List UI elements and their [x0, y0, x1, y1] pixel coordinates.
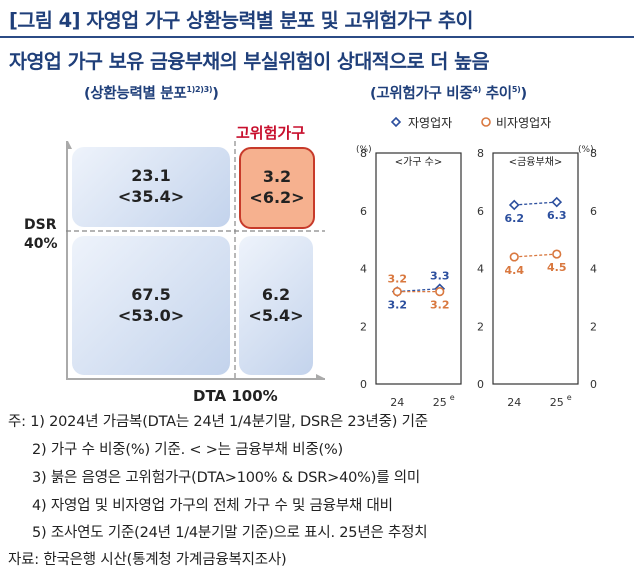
note-5: 5) 조사연도 기준(24년 1/4분기말 기준)으로 표시. 25년은 추정치: [32, 525, 428, 541]
panel1-title: <가구 수>: [395, 156, 443, 168]
point-nonself-households: [392, 287, 402, 297]
x-tick-label-debt: 25: [550, 396, 564, 408]
cell-sub-value: <53.0>: [117, 305, 185, 325]
quadrant-axes: [66, 141, 325, 380]
y-tick-label-right: 6: [590, 205, 597, 218]
y-tick-label-left: 0: [360, 378, 367, 391]
panel2-frame: [492, 152, 579, 385]
data-label-households: 3.2: [430, 299, 450, 312]
data-label-households: 3.3: [430, 270, 450, 283]
cell-value: 67.5: [131, 284, 171, 304]
cell-value: 6.2: [261, 284, 291, 304]
chart-marks: 3.2 3.3 3.2 3.2 6.2 6.3 4.4 4.5: [388, 196, 567, 312]
data-label-debt: 4.4: [505, 264, 525, 277]
cell-high-risk: 3.2 <6.2>: [239, 147, 315, 229]
figure-subtitle: 자영업 가구 보유 금융부채의 부실위험이 상대적으로 더 높음: [9, 50, 490, 73]
panel2-title: <금융부채>: [509, 156, 563, 168]
point-nonself-debt: [509, 252, 519, 262]
note-2: 2) 가구 수 비중(%) 기준. < >는 금융부채 비중(%): [32, 442, 344, 458]
note-1: 주: 1) 2024년 가금복(DTA는 24년 1/4분기말, DSR은 23…: [8, 414, 428, 430]
y-tick-label-right: 0: [590, 378, 597, 391]
high-risk-label: 고위험가구: [236, 124, 306, 142]
y-axis-arrow: [66, 141, 72, 149]
left-panel-title-sup: 1)2)3): [186, 85, 213, 95]
y-tick-label-middle: 8: [477, 147, 484, 160]
x-tick-label-households: 24: [390, 396, 404, 408]
unit-label-right: (%): [578, 145, 594, 155]
x-tick-sup: e: [567, 393, 572, 402]
legend-label-nonself: 비자영업자: [496, 116, 551, 130]
cell-low-dsr-high-dta: 6.2 <5.4>: [239, 236, 313, 375]
note-3: 3) 붉은 음영은 고위험가구(DTA>100% & DSR>40%)를 의미: [32, 470, 421, 486]
right-panel-title: (고위험가구 비중4) 추이5)): [370, 85, 527, 102]
y-tick-label-left: 6: [360, 205, 367, 218]
dsr-axis-label: DSR 40%: [24, 217, 58, 252]
x-axis-arrow: [316, 374, 325, 380]
dta-axis-label: DTA 100%: [193, 387, 278, 405]
y-tick-label-middle: 4: [477, 263, 484, 276]
y-tick-label-left: 2: [360, 320, 367, 333]
data-label-debt: 4.5: [547, 261, 567, 274]
legend-label-self: 자영업자: [408, 116, 452, 130]
series-line-debt-0: [514, 201, 557, 206]
unit-label-left: (%): [356, 145, 372, 155]
cell-low-dsr-low-dta: 67.5 <53.0>: [72, 236, 230, 375]
x-tick-label-households: 25: [433, 396, 447, 408]
cell-sub-value: <6.2>: [249, 188, 305, 207]
title-divider: [0, 36, 634, 38]
x-axis-ticks: 24 25 e 24 25 e: [390, 393, 572, 408]
y-axis-ticks: 0 0 0 2 2 2 4 4 4 6 6 6 8 8 8: [360, 147, 597, 391]
source-note: 자료: 한국은행 시산(통계청 가계금융복지조사): [8, 552, 287, 568]
cell-value: 23.1: [131, 166, 171, 186]
legend: 자영업자 비자영업자: [390, 116, 551, 130]
y-tick-label-left: 8: [360, 147, 367, 160]
x-tick-sup: e: [450, 393, 455, 402]
high-risk-share-chart: 자영업자 비자영업자 (%) (%) <가구 수> <금융부채> 0 0 02 2 24…: [356, 116, 597, 408]
cell-sub-value: <5.4>: [248, 305, 304, 325]
point-self-debt: [508, 199, 520, 211]
point-nonself-households: [435, 287, 445, 297]
legend-marker-self: [390, 116, 402, 128]
series-line-debt-1: [514, 253, 557, 258]
y-tick-label-middle: 0: [477, 378, 484, 391]
note-4: 4) 자영업 및 비자영업 가구의 전체 가구 수 및 금융부채 대비: [32, 498, 393, 514]
legend-marker-nonself: [481, 117, 491, 127]
y-tick-label-right: 4: [590, 263, 597, 276]
y-tick-label-middle: 2: [477, 320, 484, 333]
point-self-debt: [551, 196, 563, 208]
data-label-households: 3.2: [388, 299, 408, 312]
data-label-debt: 6.2: [505, 212, 525, 225]
y-tick-label-middle: 6: [477, 205, 484, 218]
point-nonself-debt: [552, 249, 562, 259]
y-tick-label-left: 4: [360, 263, 367, 276]
panel1-frame: [375, 152, 462, 385]
data-label-debt: 6.3: [547, 209, 567, 222]
cell-high-dsr-low-dta: 23.1 <35.4>: [72, 147, 230, 227]
left-panel-title: (상환능력별 분포1)2)3)): [84, 85, 219, 102]
y-tick-label-right: 8: [590, 147, 597, 160]
quadrant-plot: 23.1 <35.4> 3.2 <6.2> 67.5 <53.0> 6.2 <5…: [66, 141, 325, 380]
y-tick-label-right: 2: [590, 320, 597, 333]
x-tick-label-debt: 24: [507, 396, 521, 408]
cell-sub-value: <35.4>: [117, 187, 185, 206]
figure-title: [그림 4] 자영업 가구 상환능력별 분포 및 고위험가구 추이: [9, 9, 473, 32]
cell-value: 3.2: [262, 167, 292, 187]
data-label-households: 3.2: [388, 273, 408, 286]
